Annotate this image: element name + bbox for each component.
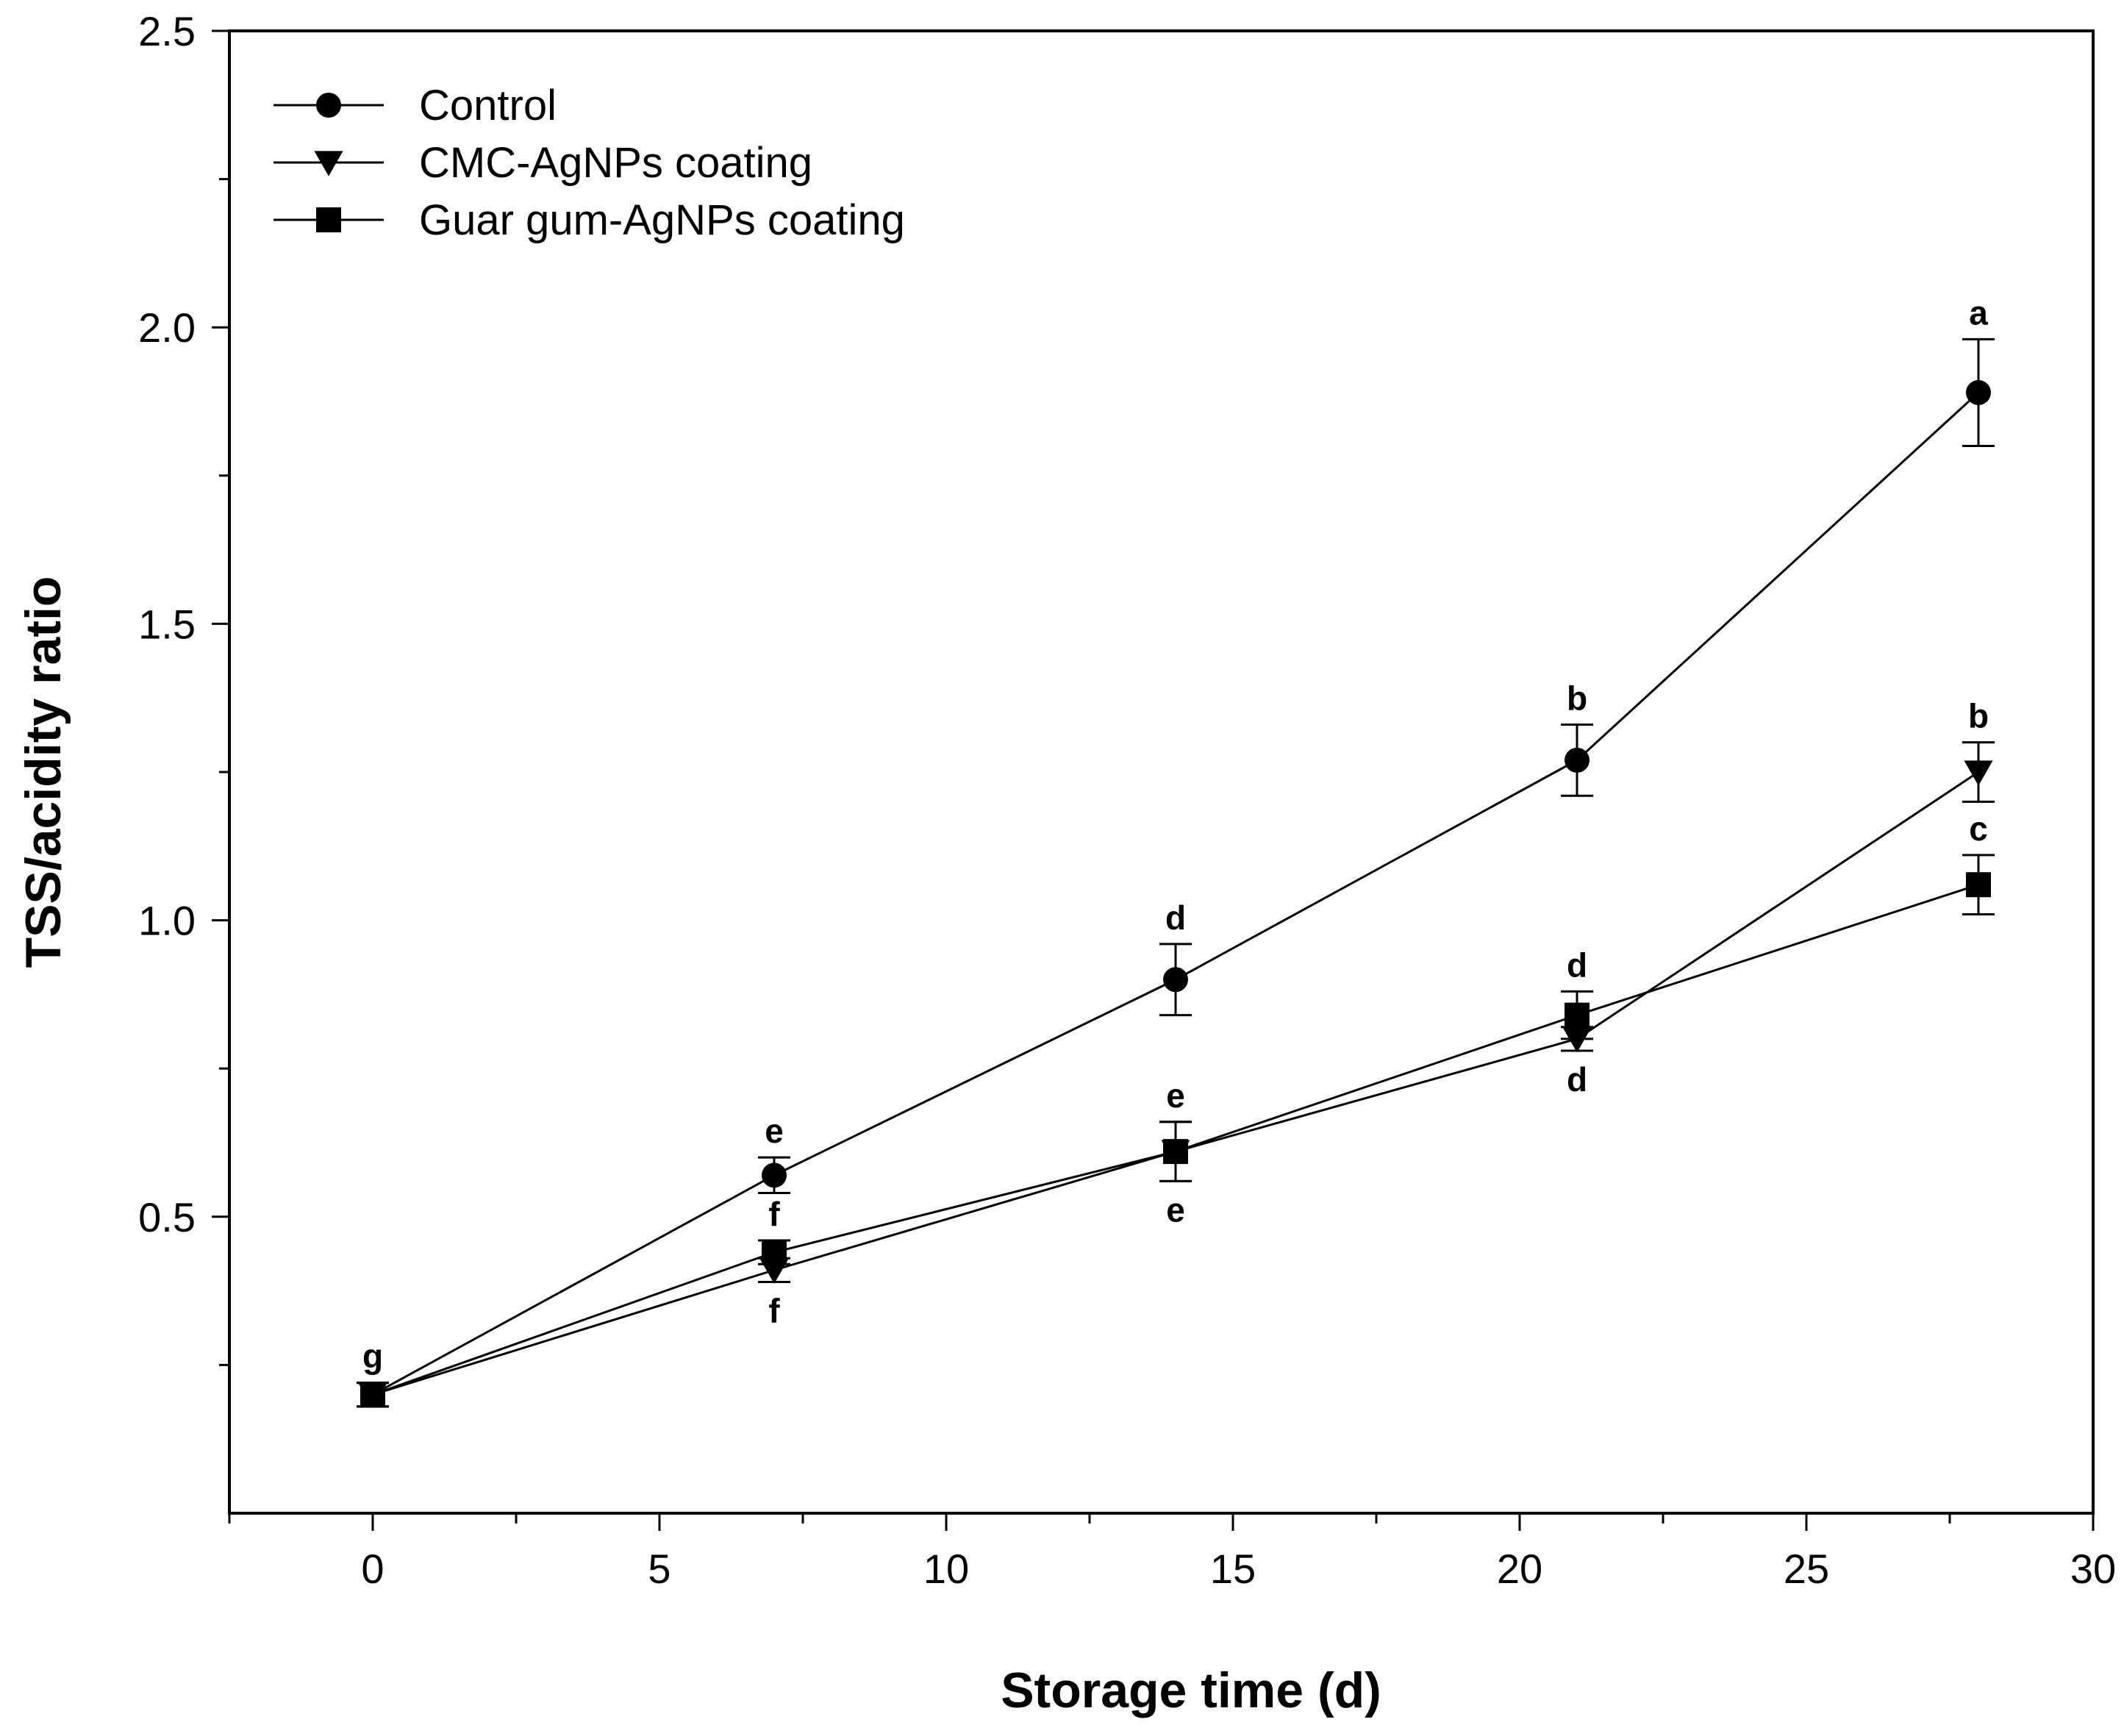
series-layer	[357, 337, 1995, 1409]
y-tick-label: 1.0	[138, 898, 196, 944]
y-tick-label: 1.5	[138, 601, 196, 647]
y-tick-label: 2.5	[138, 8, 196, 54]
x-tick-label: 30	[2070, 1546, 2116, 1592]
significance-label: e	[1166, 1190, 1185, 1229]
y-tick-label: 2.0	[138, 304, 196, 351]
legend-marker	[316, 207, 341, 232]
legend-label: CMC-AgNPs coating	[419, 139, 812, 187]
legend: Control CMC-AgNPs coating Guar gum-AgNPs c…	[273, 82, 905, 244]
significance-label: f	[768, 1195, 780, 1233]
significance-label: b	[1567, 679, 1587, 717]
x-tick-label: 25	[1784, 1546, 1829, 1592]
legend-entry: CMC-AgNPs coating	[273, 139, 812, 187]
significance-label: f	[768, 1292, 780, 1330]
significance-label: e	[765, 1112, 784, 1150]
legend-label: Control	[419, 82, 557, 129]
significance-label: d	[1567, 1060, 1587, 1099]
labels-layer: f e d c f e d b g e d b a	[362, 293, 1989, 1375]
data-point	[1161, 1140, 1190, 1165]
y-tick-label: 0.5	[138, 1194, 196, 1240]
significance-label: e	[1166, 1076, 1185, 1115]
x-tick-label: 0	[361, 1546, 384, 1592]
data-point	[759, 1258, 789, 1284]
legend-entry: Guar gum-AgNPs coating	[273, 196, 905, 244]
significance-label: a	[1969, 293, 1988, 332]
data-point	[1565, 1002, 1590, 1028]
series-1	[357, 741, 1995, 1409]
x-tick-label: 20	[1497, 1546, 1542, 1592]
x-tick-label: 10	[923, 1546, 969, 1592]
series-0	[357, 337, 1995, 1408]
x-tick-label: 15	[1210, 1546, 1256, 1592]
data-point	[762, 1162, 787, 1188]
significance-label: d	[1165, 899, 1186, 937]
significance-label: d	[1567, 946, 1587, 984]
x-axis-title: Storage time (d)	[1001, 1662, 1381, 1718]
legend-marker	[316, 93, 341, 118]
data-point	[1163, 967, 1188, 993]
data-point	[360, 1382, 385, 1407]
legend-entry: Control	[273, 82, 557, 129]
significance-label: b	[1968, 697, 1989, 735]
data-point	[1565, 747, 1590, 773]
significance-label: g	[362, 1337, 383, 1376]
legend-label: Guar gum-AgNPs coating	[419, 196, 905, 244]
x-tick-label: 5	[648, 1546, 671, 1592]
data-point	[1966, 872, 1991, 898]
data-point	[1562, 1027, 1592, 1053]
data-point	[1964, 760, 1993, 786]
axes-layer: 0 5 10 15 20 25 30 0.5 1.0 1.5 2.0 2.5	[138, 8, 2116, 1592]
legend-marker	[314, 151, 343, 176]
significance-label: c	[1969, 810, 1988, 848]
data-point	[1966, 379, 1991, 405]
y-axis-title: TSS/acidity ratio	[15, 576, 71, 968]
plot-frame	[228, 29, 2095, 1515]
series-line	[372, 391, 1980, 1396]
